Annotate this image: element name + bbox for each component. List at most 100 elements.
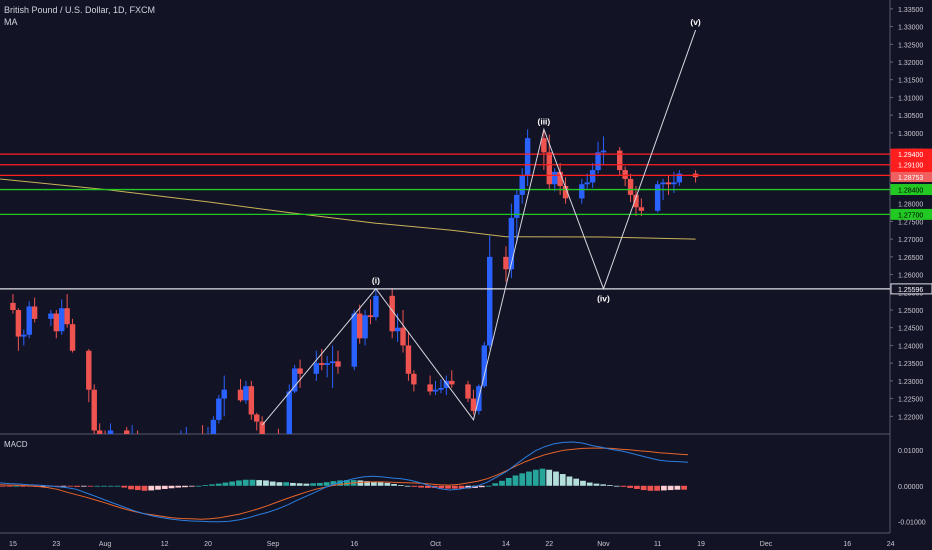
candle-body — [503, 256, 509, 270]
price-axis-label: 1.24500 — [898, 326, 923, 333]
macd-histogram-bar — [377, 482, 384, 486]
macd-histogram-bar — [593, 483, 600, 486]
candle-body — [405, 345, 412, 374]
macd-histogram-bar — [195, 485, 202, 487]
candle-body — [676, 173, 683, 183]
macd-histogram-bar — [472, 485, 478, 488]
candle-body — [297, 368, 303, 374]
macd-histogram-bar — [283, 482, 290, 486]
candle-body — [432, 389, 439, 392]
x-axis-label: Aug — [99, 541, 112, 548]
candle-body — [389, 295, 395, 332]
macd-histogram-bar — [499, 480, 505, 486]
macd-panel — [0, 441, 689, 523]
macd-histogram-bar — [370, 481, 377, 486]
level-tag-bg — [890, 159, 932, 171]
price-axis-label: 1.32000 — [898, 60, 923, 67]
candle-body — [10, 302, 16, 310]
macd-histogram-bar — [242, 479, 249, 486]
macd-histogram-bar — [647, 485, 654, 491]
candle-body — [140, 439, 145, 458]
candle-body — [546, 152, 553, 185]
macd-histogram-bar — [215, 483, 222, 486]
price-axis-label: 1.32500 — [898, 42, 923, 49]
ma-indicator-label[interactable]: MA — [4, 17, 18, 27]
price-axis-label: 1.27000 — [898, 237, 923, 244]
x-axis-label: 11 — [654, 541, 661, 548]
candle-body — [96, 430, 103, 434]
macd-histogram-bar — [661, 485, 667, 491]
macd-histogram-bar — [546, 469, 553, 486]
x-axis-label: 14 — [502, 541, 510, 548]
price-axis-label: 1.22500 — [898, 397, 923, 404]
macd-histogram-bar — [539, 468, 546, 486]
candle-body — [162, 457, 167, 462]
price-tag: 1.28753 — [891, 172, 932, 183]
macd-histogram-bar — [101, 485, 107, 487]
price-axis-label: 1.30500 — [898, 113, 923, 120]
candle-body — [508, 217, 515, 270]
macd-histogram-bar — [229, 481, 236, 486]
candle-body — [216, 398, 222, 420]
candle-body — [552, 171, 558, 185]
macd-histogram-bar — [155, 485, 161, 490]
macd-histogram-bar — [161, 485, 168, 489]
macd-histogram-bar — [141, 485, 148, 491]
candle-body — [373, 295, 379, 318]
macd-histogram-bar — [553, 471, 559, 486]
macd-histogram-bar — [128, 485, 134, 490]
candle-body — [276, 434, 281, 441]
candle-body — [53, 313, 60, 332]
macd-histogram-bar — [256, 480, 263, 486]
macd-histogram-bar — [317, 482, 323, 486]
price-axis-label: 1.27500 — [898, 219, 923, 226]
price-axis-label: 1.23000 — [898, 379, 923, 386]
candle-body — [286, 391, 292, 434]
candle-body — [248, 386, 255, 415]
moving-average-line — [0, 178, 696, 240]
macd-histogram-bar — [344, 480, 350, 486]
price-axis-label: 1.30000 — [898, 131, 923, 138]
candle-body — [481, 345, 487, 387]
macd-histogram-bar — [478, 485, 485, 488]
candle-body — [259, 421, 265, 434]
macd-histogram-bar — [6, 485, 13, 487]
candle-body — [584, 182, 590, 185]
price-tag-bg — [891, 198, 932, 209]
macd-histogram-bar — [53, 485, 60, 487]
candle-body — [638, 207, 645, 211]
price-axis-label: 1.31500 — [898, 78, 923, 85]
level-tag-bg — [890, 184, 932, 196]
candle-body — [291, 368, 298, 392]
macd-histogram-bar — [188, 485, 195, 487]
macd-histogram-bar — [263, 480, 269, 486]
price-axis-label: 1.23500 — [898, 361, 923, 368]
macd-histogram-bar — [607, 485, 613, 486]
macd-histogram-bar — [94, 485, 101, 487]
price-tag-label: 1.28000 — [898, 202, 923, 209]
candle-body — [449, 380, 455, 385]
level-tag: 1.25596 — [890, 283, 932, 295]
candle-body — [654, 184, 661, 211]
price-axis-label: 1.25000 — [898, 308, 923, 315]
level-tag-label: 1.29400 — [898, 152, 923, 159]
macd-histogram-bar — [114, 485, 121, 487]
candle-body — [622, 170, 628, 179]
price-axis-label: 1.26500 — [898, 255, 923, 262]
macd-histogram-bar — [424, 485, 431, 488]
candle-body — [589, 170, 596, 183]
candle-body — [254, 414, 260, 422]
candle-body — [313, 363, 320, 374]
macd-histogram-bar — [391, 484, 397, 486]
price-panel — [0, 29, 890, 462]
macd-panel-title[interactable]: MACD — [4, 440, 28, 449]
level-tag-label: 1.29100 — [898, 163, 923, 170]
macd-histogram-bar — [445, 485, 451, 489]
macd-histogram-bar — [458, 485, 465, 489]
candle-body — [600, 150, 607, 153]
macd-histogram-bar — [681, 485, 687, 490]
macd-histogram-bar — [674, 485, 681, 490]
macd-histogram-bar — [87, 485, 94, 487]
candle-body — [91, 389, 97, 431]
